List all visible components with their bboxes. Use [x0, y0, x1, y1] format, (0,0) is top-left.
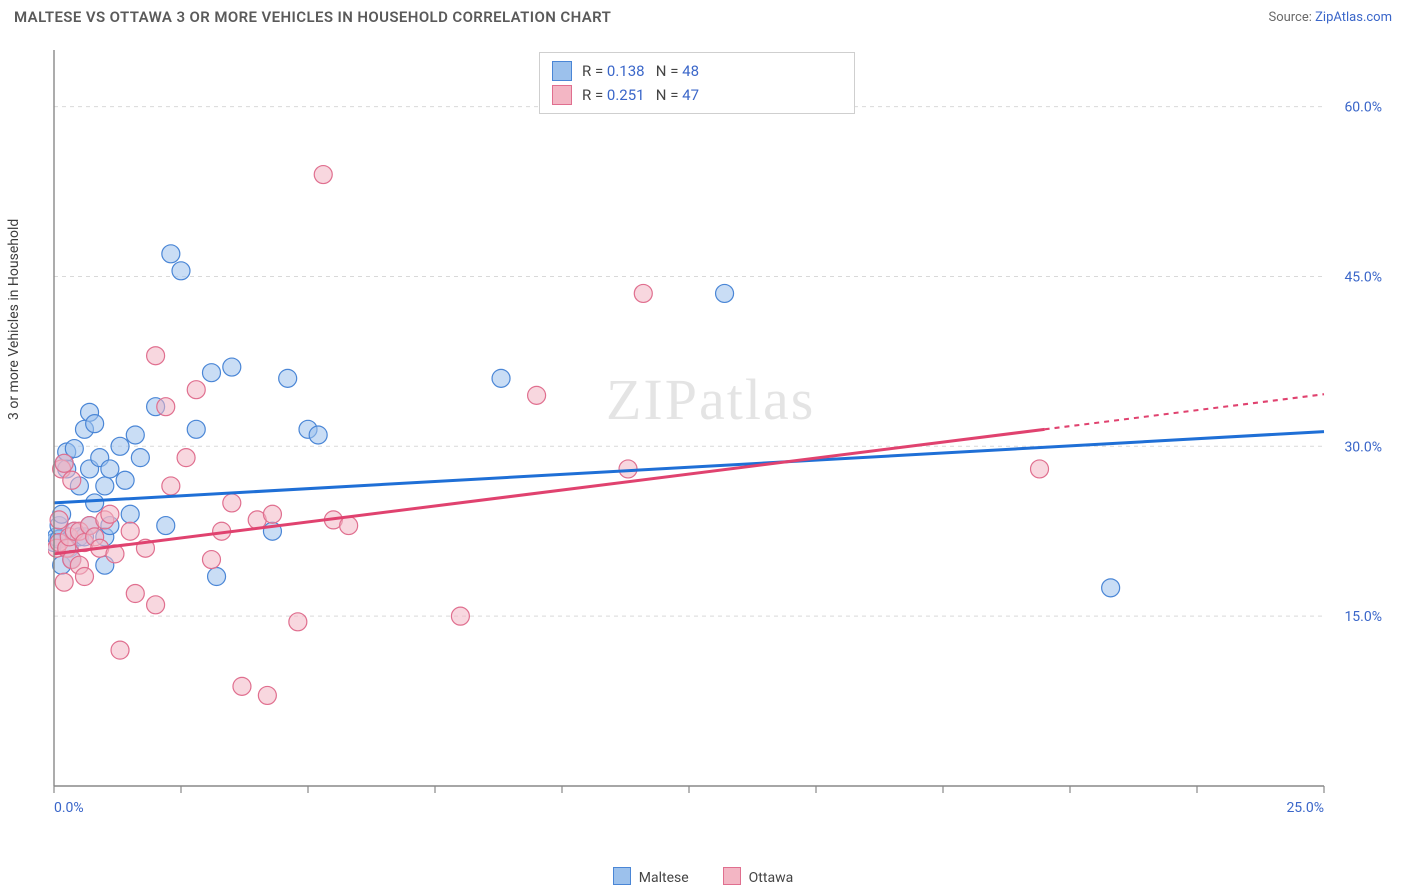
watermark: ZIPatlas: [606, 366, 815, 433]
source-link[interactable]: ZipAtlas.com: [1315, 10, 1392, 25]
legend-series-label: Ottawa: [749, 870, 794, 886]
chart-header: MALTESE VS OTTAWA 3 OR MORE VEHICLES IN …: [0, 0, 1406, 30]
legend-series-label: Maltese: [639, 870, 689, 886]
source-attribution: Source: ZipAtlas.com: [1268, 10, 1392, 25]
legend-stats-row: R = 0.251 N = 47: [552, 83, 842, 107]
legend-stats-row: R = 0.138 N = 48: [552, 59, 842, 83]
legend-stats-text: R = 0.138 N = 48: [582, 62, 699, 80]
svg-text:30.0%: 30.0%: [1344, 439, 1382, 455]
svg-text:60.0%: 60.0%: [1344, 100, 1382, 116]
svg-text:15.0%: 15.0%: [1344, 609, 1382, 625]
legend-swatch: [552, 61, 572, 81]
legend-bottom-item: Ottawa: [723, 867, 794, 886]
legend-bottom: Maltese Ottawa: [0, 867, 1406, 886]
svg-text:25.0%: 25.0%: [1286, 800, 1324, 816]
legend-bottom-item: Maltese: [613, 867, 689, 886]
legend-stats-box: R = 0.138 N = 48 R = 0.251 N = 47: [539, 52, 855, 114]
y-axis-label: 3 or more Vehicles in Household: [6, 219, 22, 420]
source-prefix: Source:: [1268, 10, 1315, 25]
legend-swatch: [613, 867, 631, 885]
svg-text:45.0%: 45.0%: [1344, 269, 1382, 285]
svg-text:0.0%: 0.0%: [54, 800, 84, 816]
legend-swatch: [552, 85, 572, 105]
chart-title: MALTESE VS OTTAWA 3 OR MORE VEHICLES IN …: [14, 8, 611, 26]
legend-stats-text: R = 0.251 N = 47: [582, 86, 699, 104]
legend-swatch: [723, 867, 741, 885]
